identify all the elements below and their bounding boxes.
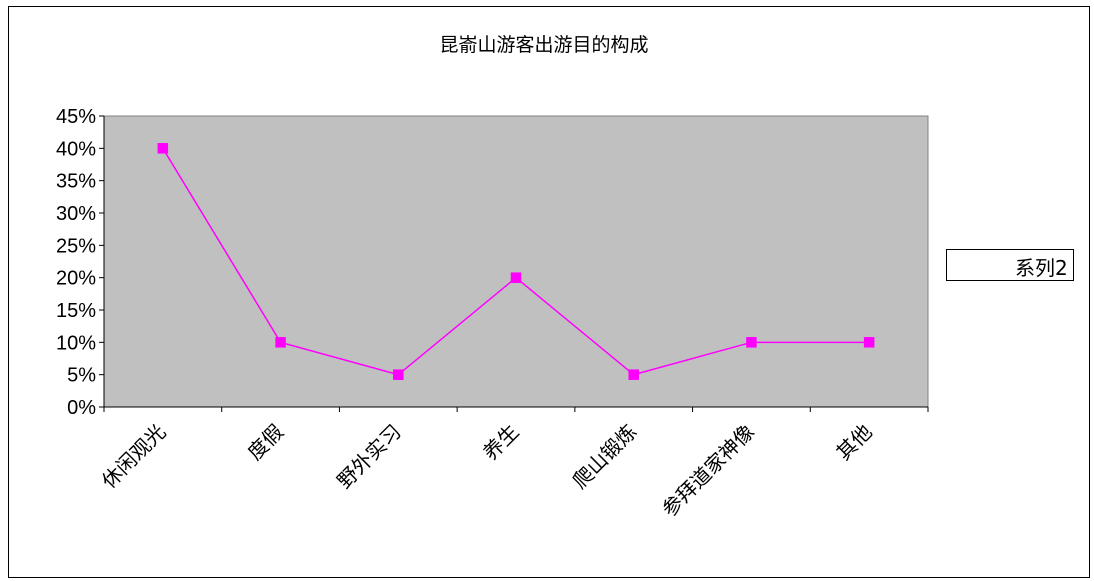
data-point xyxy=(628,369,639,380)
chart-title: 昆嵛山游客出游目的构成 xyxy=(439,34,649,56)
data-point xyxy=(157,143,169,154)
data-point xyxy=(746,337,757,348)
legend-label: 系列2 xyxy=(1015,256,1068,280)
data-point xyxy=(393,369,404,380)
y-tick-label: 25% xyxy=(56,235,96,257)
data-point xyxy=(510,272,522,283)
y-tick-label: 40% xyxy=(56,138,96,160)
x-tick-label: 参拜道家神像 xyxy=(657,420,759,522)
y-tick-label: 20% xyxy=(56,268,96,290)
y-tick-label: 10% xyxy=(56,332,96,354)
x-tick-label: 其他 xyxy=(831,420,876,465)
data-point xyxy=(863,337,875,348)
plot-area xyxy=(103,115,929,408)
y-tick-label: 15% xyxy=(56,300,96,322)
legend xyxy=(946,249,1074,281)
x-tick-label: 度假 xyxy=(243,420,288,465)
x-tick-label: 养生 xyxy=(478,420,523,465)
x-tick-label: 爬山锻炼 xyxy=(568,420,642,494)
y-tick-label: 30% xyxy=(56,203,96,225)
x-tick-label: 休闲观光 xyxy=(97,420,171,494)
y-tick-label: 5% xyxy=(67,365,96,387)
y-tick-label: 35% xyxy=(56,171,96,193)
x-tick-label: 野外实习 xyxy=(332,420,406,494)
y-tick-label: 0% xyxy=(67,397,96,419)
data-point xyxy=(275,337,286,348)
y-tick-label: 45% xyxy=(56,106,96,128)
